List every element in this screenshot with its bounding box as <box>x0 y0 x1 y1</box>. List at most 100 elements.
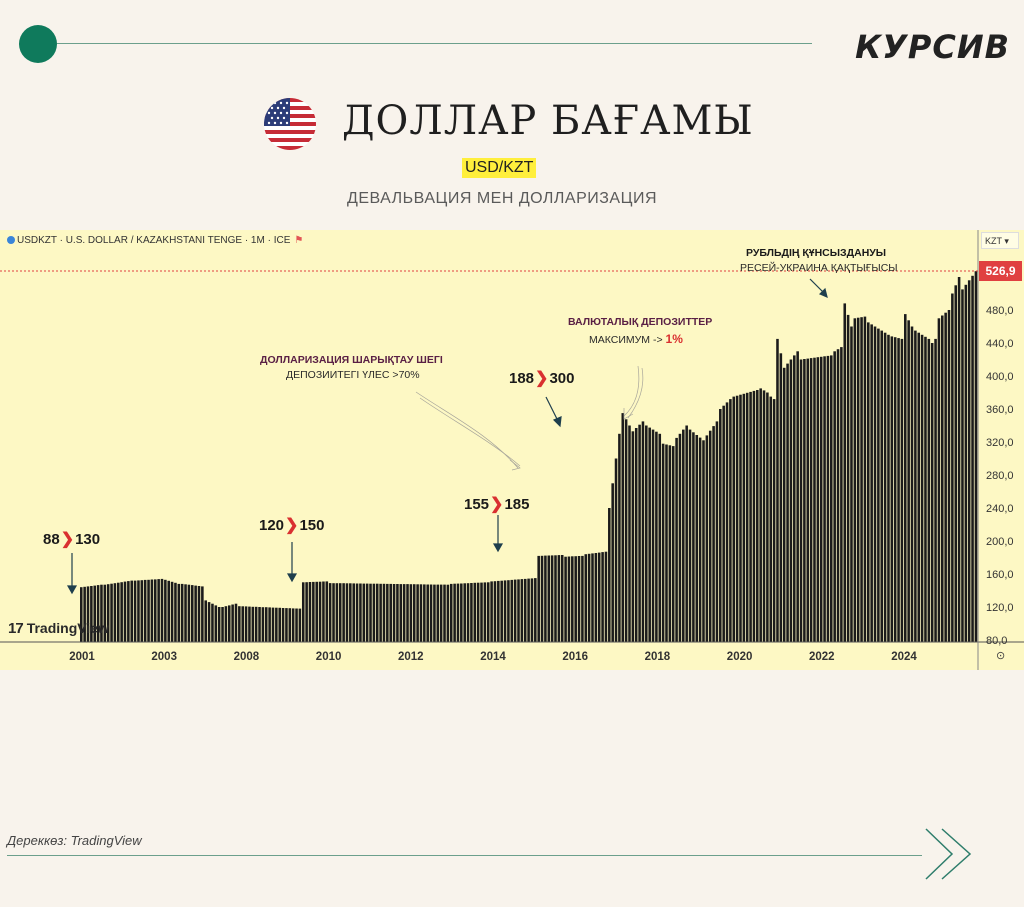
chevron-right-icon: ❯ <box>285 517 299 534</box>
bar <box>702 440 705 642</box>
bar <box>123 581 127 642</box>
bar <box>349 583 352 642</box>
bar <box>893 337 897 642</box>
bar <box>698 437 702 642</box>
gear-icon[interactable]: ⊙ <box>996 650 1006 662</box>
bar <box>530 578 534 642</box>
bar <box>231 604 234 642</box>
bar <box>779 353 783 642</box>
change-label-2001: 88❯130 <box>43 529 100 549</box>
bar <box>560 555 564 642</box>
bar <box>110 583 113 642</box>
fx-deposits-note-sub: МАКСИМУМ -> 1% <box>589 332 683 346</box>
bar <box>591 553 594 642</box>
bar <box>298 608 302 642</box>
bar <box>490 581 493 642</box>
bar <box>860 317 863 642</box>
x-tick-labels: 2001 2003 2008 2010 2012 2014 2016 2018 2020 2022… <box>69 651 917 663</box>
bar <box>793 355 796 642</box>
bar <box>705 435 709 642</box>
chart-ticker: USDKZT · U.S. DOLLAR / KAZAKHSTANI TENGE… <box>7 235 303 246</box>
accent-dot <box>19 25 57 63</box>
bar <box>164 579 167 642</box>
bar <box>510 579 514 642</box>
bar <box>315 581 318 642</box>
bar <box>645 425 648 642</box>
bar <box>725 402 729 642</box>
bar <box>870 324 873 642</box>
bar <box>308 582 312 642</box>
bar <box>167 580 171 642</box>
bar <box>863 316 867 642</box>
change-to: 300 <box>549 370 575 387</box>
bar <box>96 585 100 642</box>
bar <box>386 583 389 642</box>
bar <box>571 556 574 642</box>
bar <box>412 584 416 642</box>
bar <box>927 338 931 642</box>
bar <box>416 584 419 642</box>
bar <box>954 285 958 643</box>
bar <box>426 584 429 642</box>
y-tick-label: 240,0 <box>986 503 1014 515</box>
bar <box>567 556 571 642</box>
bar <box>819 356 823 642</box>
bar <box>295 608 298 642</box>
bar <box>739 394 742 642</box>
bar <box>907 320 910 642</box>
currency-select[interactable]: KZT ▾ <box>981 232 1019 249</box>
bar <box>846 314 850 642</box>
bar <box>618 433 621 643</box>
x-tick-label: 2008 <box>234 651 260 663</box>
bar <box>887 334 890 643</box>
x-tick-label: 2020 <box>727 651 753 663</box>
bar <box>624 419 628 642</box>
bar <box>355 583 359 642</box>
x-tick-label: 2010 <box>316 651 342 663</box>
bar <box>345 583 349 642</box>
bar <box>557 555 561 642</box>
bar <box>117 582 120 642</box>
y-tick-label: 440,0 <box>986 338 1014 350</box>
arrow-2022 <box>809 278 825 294</box>
y-tick-label: 360,0 <box>986 404 1014 416</box>
bar <box>224 606 228 642</box>
bar <box>587 553 591 642</box>
bar <box>732 396 736 642</box>
bar <box>873 326 877 642</box>
bar <box>288 608 292 642</box>
bar <box>103 584 107 642</box>
bar <box>880 330 884 642</box>
bar <box>170 581 174 642</box>
bar <box>187 584 191 642</box>
bar <box>227 605 231 642</box>
ruble-note-sub: РЕСЕЙ-УКРАИНА ҚАҚТЫҒЫСЫ <box>740 262 898 274</box>
bar <box>759 388 762 642</box>
x-tick-label: 2018 <box>645 651 671 663</box>
bar <box>268 607 271 642</box>
bar <box>735 395 739 642</box>
bar <box>947 310 951 642</box>
bar <box>177 583 181 642</box>
bar <box>809 358 813 642</box>
bar <box>382 583 386 642</box>
bar <box>967 280 971 642</box>
bar <box>281 608 285 642</box>
bar <box>658 433 662 643</box>
x-tick-label: 2022 <box>809 651 835 663</box>
bar <box>157 579 160 642</box>
bar <box>328 583 332 642</box>
bar <box>584 554 588 642</box>
bar <box>877 328 880 642</box>
bar <box>772 399 776 642</box>
bar <box>423 584 426 642</box>
bar <box>466 583 470 642</box>
bar <box>601 552 604 642</box>
chevron-right-icon[interactable] <box>922 826 978 887</box>
bar <box>850 326 853 642</box>
bar <box>369 583 372 642</box>
bar <box>712 426 715 642</box>
currency-select-value: KZT <box>985 236 1002 246</box>
flag-marker-icon[interactable]: ⚑ <box>294 235 304 246</box>
y-tick-label: 280,0 <box>986 470 1014 482</box>
